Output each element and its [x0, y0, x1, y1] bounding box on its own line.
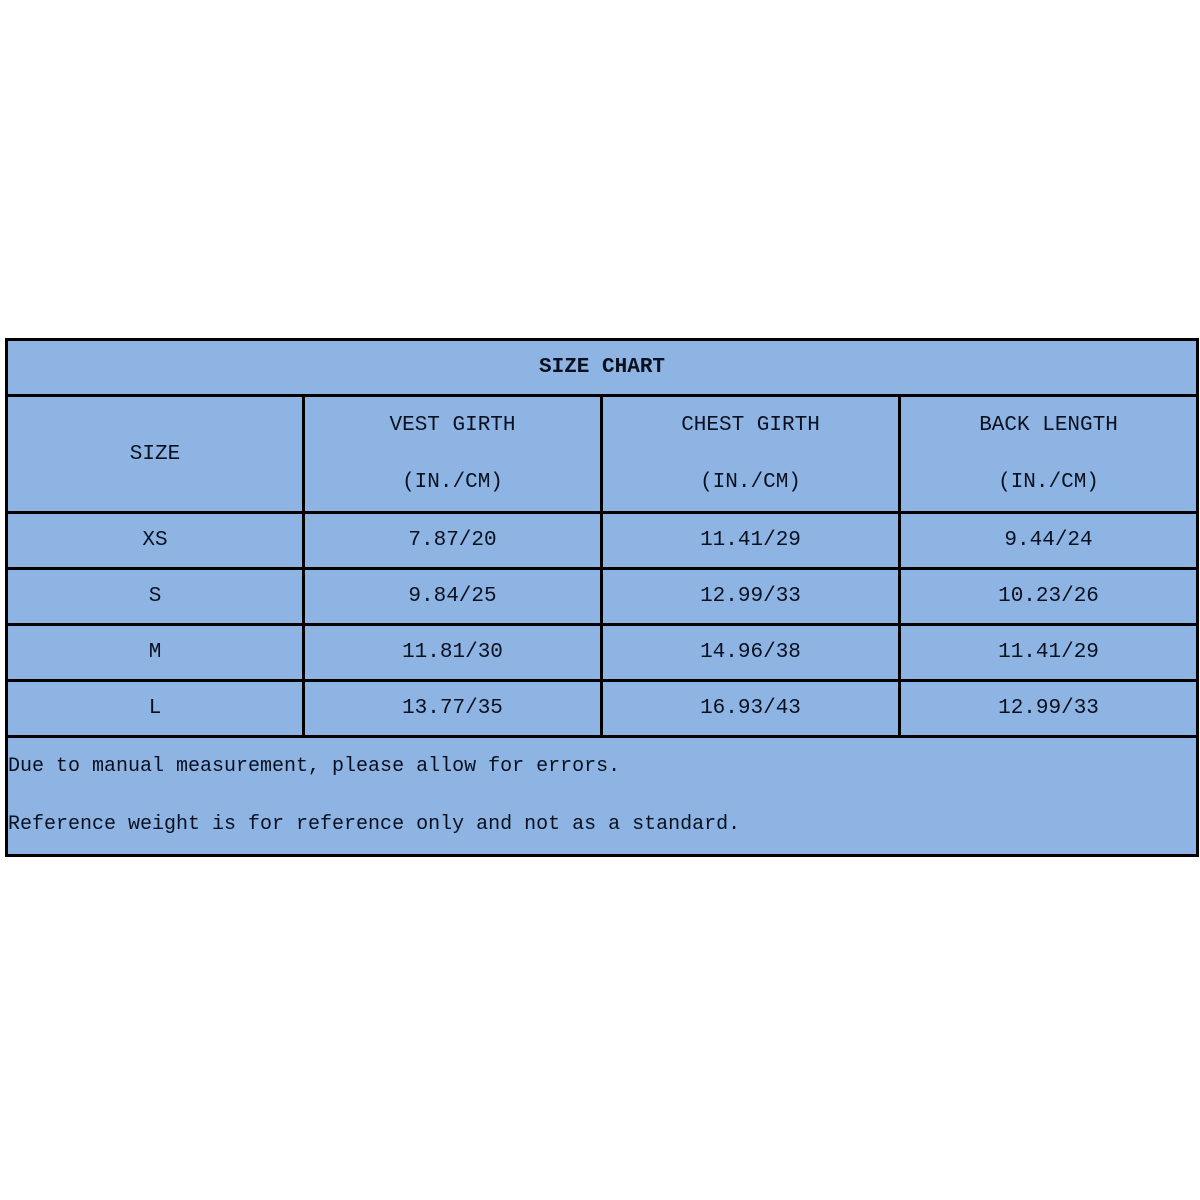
cell-size: XS — [5, 511, 305, 570]
cell-vest: 11.81/30 — [302, 623, 603, 682]
header-label: BACK LENGTH — [979, 414, 1118, 437]
header-row: SIZE VEST GIRTH (IN./CM) CHEST GIRTH (IN./… — [5, 394, 1200, 514]
table-row: L 13.77/35 16.93/43 12.99/33 — [5, 679, 1200, 738]
header-unit: (IN./CM) — [700, 471, 801, 494]
cell-back: 11.41/29 — [897, 623, 1200, 682]
cell-chest: 14.96/38 — [600, 623, 901, 682]
table-row: M 11.81/30 14.96/38 11.41/29 — [5, 623, 1200, 682]
cell-back: 9.44/24 — [897, 511, 1200, 570]
notes-cell: Due to manual measurement, please allow … — [4, 735, 1200, 857]
cell-size: S — [5, 567, 305, 626]
header-back-length: BACK LENGTH (IN./CM) — [897, 394, 1200, 514]
header-label: VEST GIRTH — [389, 414, 516, 437]
header-size: SIZE — [5, 394, 305, 514]
cell-back: 10.23/26 — [897, 567, 1200, 626]
cell-chest: 16.93/43 — [600, 679, 901, 738]
cell-vest: 7.87/20 — [302, 511, 603, 570]
table-row: S 9.84/25 12.99/33 10.23/26 — [5, 567, 1200, 626]
header-label: CHEST GIRTH — [681, 414, 820, 437]
header-vest-girth: VEST GIRTH (IN./CM) — [302, 394, 603, 514]
table-row: XS 7.87/20 11.41/29 9.44/24 — [5, 511, 1200, 570]
cell-vest: 13.77/35 — [302, 679, 603, 738]
cell-chest: 11.41/29 — [600, 511, 901, 570]
table-title: SIZE CHART — [4, 338, 1200, 397]
cell-size: L — [5, 679, 305, 738]
header-unit: (IN./CM) — [998, 471, 1099, 494]
note-text: Due to manual measurement, please allow … — [8, 755, 621, 778]
note-text: Reference weight is for reference only a… — [8, 813, 741, 836]
header-chest-girth: CHEST GIRTH (IN./CM) — [600, 394, 901, 514]
cell-chest: 12.99/33 — [600, 567, 901, 626]
size-chart-table: SIZE CHART SIZE VEST GIRTH (IN./CM) CHEST… — [4, 338, 1200, 857]
cell-size: M — [5, 623, 305, 682]
cell-vest: 9.84/25 — [302, 567, 603, 626]
cell-back: 12.99/33 — [897, 679, 1200, 738]
header-unit: (IN./CM) — [402, 471, 503, 494]
